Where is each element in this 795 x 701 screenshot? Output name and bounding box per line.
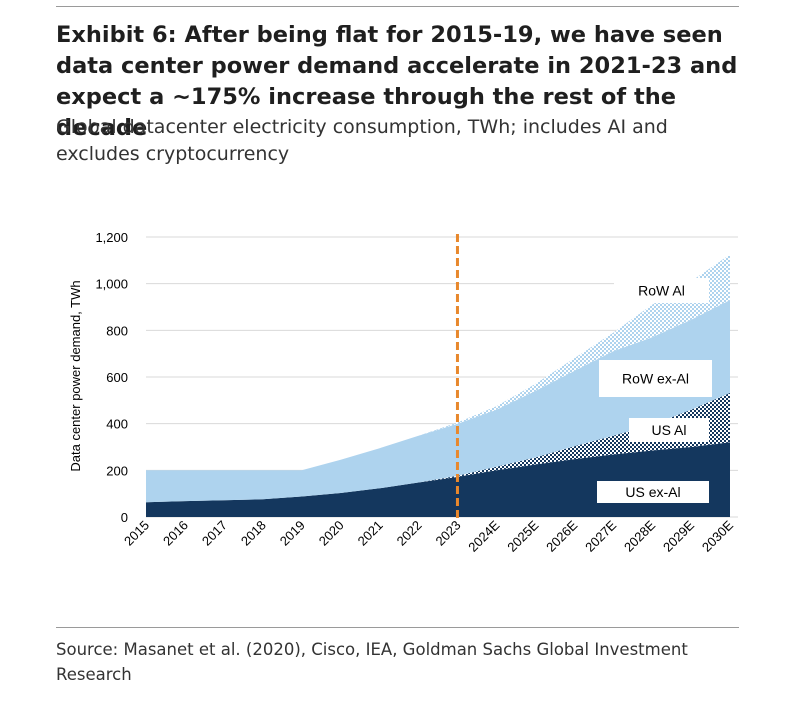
x-tick-label: 2026E: [543, 517, 580, 554]
y-tick-label: 0: [121, 510, 128, 525]
x-tick-label: 2021: [355, 518, 386, 549]
label-box: [597, 481, 709, 503]
x-tick-label: 2019: [277, 518, 308, 549]
y-axis: 0 200 400 600 800 1,000 1,200: [95, 230, 128, 525]
x-tick-label: 2027E: [582, 517, 619, 554]
exhibit-title: Exhibit 6: After being flat for 2015-19,…: [56, 22, 738, 141]
series-labels: US ex-Al US Al RoW ex-Al RoW Al: [597, 278, 712, 503]
label-text: US Al: [651, 422, 686, 438]
label-row-ai: RoW Al: [614, 278, 709, 303]
x-tick-label: 2028E: [621, 517, 658, 554]
area-us-ai: [146, 392, 730, 503]
x-tick-label: 2022: [394, 518, 425, 549]
y-tick-label: 1,000: [95, 277, 128, 292]
top-rule: [56, 6, 739, 7]
x-tick-label: 2030E: [699, 517, 736, 554]
y-tick-label: 400: [106, 417, 128, 432]
x-tick-label: 2024E: [465, 517, 502, 554]
x-tick-label: 2017: [199, 518, 230, 549]
label-us-ai: US Al: [629, 418, 709, 442]
area-row-ex-ai: [146, 300, 730, 503]
exhibit-subtitle: Global datacenter electricity consumptio…: [56, 116, 668, 165]
x-tick-label: 2016: [160, 518, 191, 549]
label-box: [629, 418, 709, 442]
y-tick-label: 200: [106, 463, 128, 478]
y-tick-label: 800: [106, 323, 128, 338]
label-box: [599, 360, 712, 397]
y-tick-label: 1,200: [95, 230, 128, 245]
x-tick-label: 2025E: [504, 517, 541, 554]
area-us-ex-ai: [146, 442, 730, 517]
source-note: Source: Masanet et al. (2020), Cisco, IE…: [56, 640, 688, 684]
label-us-ex-ai: US ex-Al: [597, 481, 709, 503]
y-axis-label: Data center power demand, TWh: [68, 280, 83, 471]
label-box: [614, 278, 709, 303]
x-tick-label: 2029E: [660, 517, 697, 554]
x-tick-label: 2023: [433, 518, 464, 549]
label-text: RoW ex-Al: [622, 371, 689, 387]
label-text: RoW Al: [638, 283, 685, 299]
x-tick-label: 2018: [238, 518, 269, 549]
y-tick-label: 600: [106, 370, 128, 385]
label-text: US ex-Al: [625, 484, 680, 500]
bottom-rule: [56, 627, 739, 628]
x-axis: 2015 2016 2017 2018 2019 2020 2021 2022 2023 2024…: [121, 517, 736, 554]
stacked-areas: [146, 254, 730, 517]
label-row-ex-ai: RoW ex-Al: [599, 360, 712, 397]
x-tick-label: 2020: [316, 518, 347, 549]
